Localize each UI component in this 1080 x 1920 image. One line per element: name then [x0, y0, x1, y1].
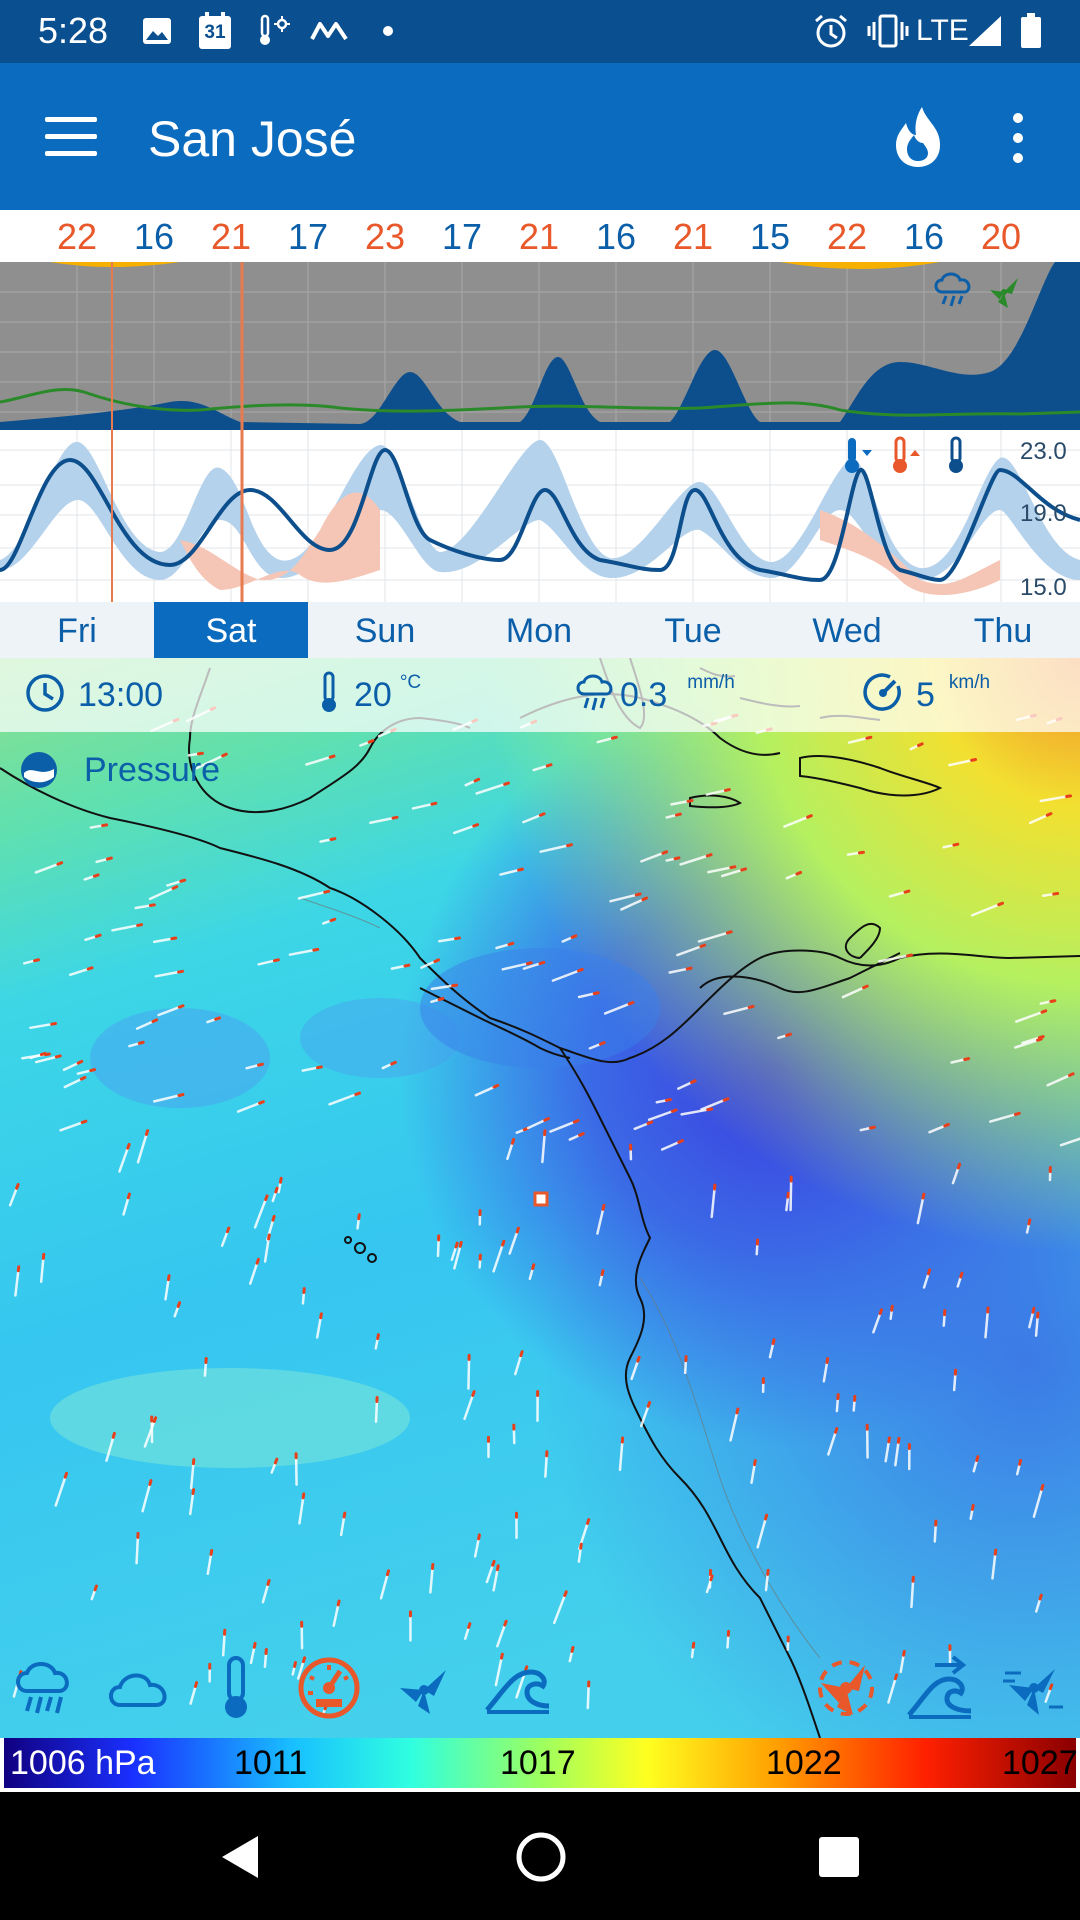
cloud-layer-icon[interactable]	[100, 1648, 180, 1728]
temp-high: 21	[518, 216, 560, 257]
m-logo-icon	[310, 12, 350, 50]
fire-icon[interactable]	[892, 105, 944, 169]
scale-label: 1011	[234, 1744, 308, 1782]
dot-icon	[380, 12, 396, 50]
time-readout: 13:00	[24, 658, 163, 732]
rain-icon	[932, 270, 976, 315]
recents-icon[interactable]	[804, 1822, 874, 1892]
wind-gust-layer-icon[interactable]	[806, 1648, 886, 1728]
network-type: LTE	[916, 14, 969, 47]
waves-layer-icon[interactable]	[478, 1648, 558, 1728]
swell-layer-icon[interactable]	[900, 1648, 980, 1728]
temperature-readout: 20 °C	[316, 658, 421, 732]
rain-layer-icon[interactable]	[6, 1648, 86, 1728]
day-tab-selected[interactable]: Sat	[154, 602, 308, 658]
temperature-strip: 22 16 21 17 23 17 21 16 21 15 22 16 20	[0, 210, 1080, 262]
thermometer-down-icon	[840, 436, 874, 481]
battery-icon	[1018, 12, 1044, 50]
temp-low: 17	[441, 216, 483, 257]
status-bar: 5:28 31 LTE	[0, 0, 1080, 63]
temp-axis-label: 15.0	[1020, 574, 1067, 601]
layer-toolbar	[0, 1648, 1080, 1738]
day-tab[interactable]: Thu	[973, 612, 1033, 650]
scale-label: 1027	[1002, 1744, 1078, 1782]
more-vert-icon[interactable]	[1003, 111, 1033, 165]
calendar-day: 31	[204, 22, 226, 43]
status-time: 5:28	[38, 10, 109, 51]
scale-label: 1006 hPa	[10, 1744, 156, 1782]
clock-icon	[24, 672, 66, 719]
page-title: San José	[148, 111, 357, 167]
temperature-value: 20	[354, 675, 392, 714]
wind-value: 5	[916, 675, 935, 714]
image-icon	[140, 12, 174, 50]
temp-low: 15	[749, 216, 791, 257]
temp-low: 16	[595, 216, 637, 257]
speedometer-icon	[862, 672, 904, 719]
scale-label: 1017	[500, 1744, 576, 1782]
temp-high: 22	[56, 216, 98, 257]
temp-high: 20	[980, 216, 1022, 257]
wind-streaks	[8, 706, 1080, 1718]
day-selector: Fri Sat Sun Mon Tue Wed Thu	[0, 602, 1080, 658]
scale-label: 1022	[766, 1744, 842, 1782]
layer-name: Pressure	[84, 750, 221, 789]
wind-icon	[984, 270, 1024, 315]
signal-icon	[966, 12, 1004, 50]
day-tab[interactable]: Mon	[505, 612, 573, 650]
alarm-icon	[812, 12, 850, 50]
rain-icon	[574, 672, 618, 719]
temperature-chart[interactable]: 23.0 19.0 15.0	[0, 430, 1080, 602]
wind-unit: km/h	[948, 672, 991, 693]
precip-readout: 0.3 mm/h	[574, 658, 735, 732]
day-tab[interactable]: Tue	[664, 612, 722, 650]
thermometer-icon	[316, 671, 342, 720]
temp-high: 23	[364, 216, 406, 257]
precipitation-chart[interactable]	[0, 262, 1080, 430]
system-nav-bar	[0, 1792, 1080, 1920]
thermometer-up-icon	[888, 436, 922, 481]
day-tab[interactable]: Sun	[354, 612, 416, 650]
day-tab[interactable]: Wed	[812, 612, 882, 650]
temp-low: 16	[133, 216, 175, 257]
temp-low: 17	[287, 216, 329, 257]
home-icon[interactable]	[506, 1822, 576, 1892]
pressure-map[interactable]	[0, 658, 1080, 1738]
temp-axis-label: 23.0	[1020, 438, 1067, 465]
wind-readout: 5 km/h	[862, 658, 990, 732]
wind-animation-icon[interactable]	[994, 1648, 1074, 1728]
precip-value: 0.3	[620, 675, 668, 714]
calendar-icon	[196, 12, 234, 50]
temp-high: 21	[210, 216, 252, 257]
time-value: 13:00	[78, 675, 164, 714]
temp-low: 16	[903, 216, 945, 257]
temp-high: 22	[826, 216, 868, 257]
temperature-unit: °C	[399, 672, 422, 693]
info-bar: 13:00 20 °C 0.3 mm/h 5 km/h	[0, 658, 1080, 732]
wind-layer-icon[interactable]	[384, 1648, 464, 1728]
precip-unit: mm/h	[687, 672, 735, 693]
thermometer-sun-icon	[256, 12, 292, 50]
thermometer-icon	[944, 436, 968, 481]
app-bar: San José	[0, 63, 1080, 210]
back-icon[interactable]	[204, 1822, 274, 1892]
noaa-logo-icon	[20, 751, 58, 789]
vibrate-icon	[866, 12, 910, 50]
temperature-layer-icon[interactable]	[196, 1648, 276, 1728]
temp-high: 21	[672, 216, 714, 257]
temp-axis-label: 19.0	[1020, 500, 1067, 527]
pressure-scale: 1006 hPa 1011 1017 1022 1027	[4, 1738, 1078, 1788]
day-tab[interactable]: Fri	[57, 612, 97, 650]
menu-icon[interactable]	[45, 117, 97, 157]
pressure-layer-icon[interactable]	[289, 1648, 369, 1728]
layer-label: Pressure	[20, 748, 220, 792]
